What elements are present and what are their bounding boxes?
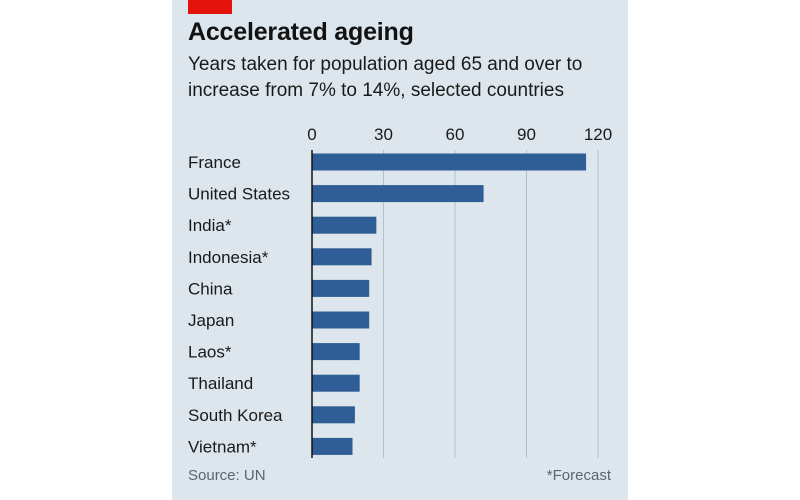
category-label: India* — [188, 216, 232, 235]
bar — [312, 185, 484, 203]
bar — [312, 343, 360, 361]
chart-panel — [172, 0, 628, 500]
bars — [311, 150, 587, 458]
x-tick-label: 90 — [517, 125, 536, 144]
brand-tag — [188, 0, 232, 14]
bar — [312, 437, 353, 455]
source-note: Source: UN — [188, 467, 266, 484]
bar — [312, 279, 370, 297]
bar — [312, 153, 587, 171]
category-label: Thailand — [188, 374, 253, 393]
category-labels: France United States India* Indonesia* China… — [188, 153, 290, 456]
x-tick-labels: 0 30 60 90 120 — [307, 125, 612, 144]
category-label: South Korea — [188, 406, 283, 425]
category-label: Vietnam* — [188, 437, 257, 456]
bar — [312, 311, 370, 329]
category-label: Indonesia* — [188, 248, 269, 267]
bar — [312, 406, 355, 424]
bar — [312, 248, 372, 266]
bar — [312, 374, 360, 392]
forecast-note: *Forecast — [546, 467, 611, 484]
category-label: France — [188, 153, 241, 172]
x-tick-label: 0 — [307, 125, 316, 144]
category-label: United States — [188, 185, 290, 204]
x-tick-label: 60 — [446, 125, 465, 144]
chart-subtitle: Years taken for population aged 65 and o… — [188, 54, 583, 101]
category-label: Laos* — [188, 343, 232, 362]
category-label: Japan — [188, 311, 234, 330]
bar — [312, 216, 377, 234]
x-tick-label: 120 — [584, 125, 612, 144]
x-tick-label: 30 — [374, 125, 393, 144]
chart-title: Accelerated ageing — [188, 18, 414, 46]
category-label: China — [188, 279, 233, 298]
